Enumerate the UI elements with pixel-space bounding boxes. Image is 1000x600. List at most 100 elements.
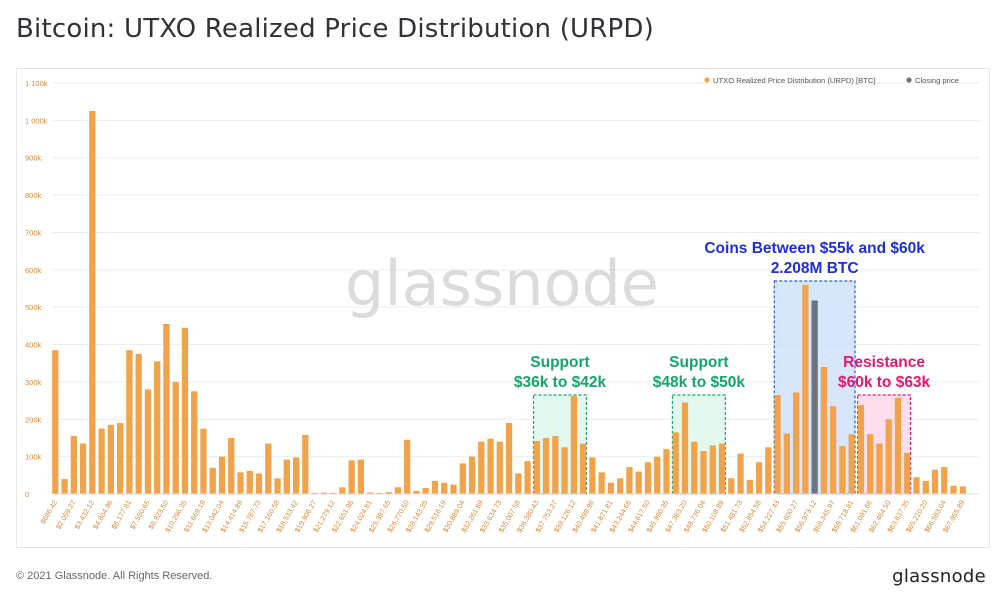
urpd-bar bbox=[191, 391, 198, 494]
urpd-bar bbox=[487, 438, 494, 494]
urpd-bar bbox=[311, 492, 318, 494]
chart-frame: glassnode 0 100k 200k 300k 400k 500k 600k 700k 8… bbox=[16, 68, 990, 548]
urpd-bar bbox=[431, 480, 439, 494]
urpd-bar bbox=[200, 428, 207, 494]
urpd-bar bbox=[533, 440, 540, 494]
urpd-bar bbox=[450, 484, 457, 494]
annotation-label-support-48-50: $48k to $50k bbox=[653, 374, 746, 391]
urpd-bar bbox=[728, 478, 735, 494]
annotation-label-coins-55-60: Coins Between $55k and $60k bbox=[704, 240, 925, 257]
urpd-bar bbox=[617, 478, 624, 494]
annotation-label-support-36-42: Support bbox=[530, 354, 589, 371]
urpd-bar bbox=[367, 492, 374, 494]
urpd-bar bbox=[876, 443, 883, 494]
annotation-label-support-36-42: $36k to $42k bbox=[514, 374, 607, 391]
urpd-bar bbox=[700, 451, 707, 494]
urpd-bar bbox=[894, 397, 902, 494]
urpd-bar bbox=[783, 433, 790, 494]
urpd-bar bbox=[468, 456, 476, 494]
urpd-bar bbox=[357, 459, 365, 494]
legend: UTXO Realized Price Distribution (URPD) … bbox=[704, 76, 959, 85]
urpd-bar bbox=[246, 470, 253, 494]
y-tick-label: 1 100k bbox=[25, 79, 48, 88]
y-tick-label: 300k bbox=[25, 378, 42, 387]
urpd-bar bbox=[755, 462, 763, 494]
annotation-label-support-48-50: Support bbox=[669, 354, 728, 371]
urpd-bar bbox=[385, 492, 392, 494]
urpd-bar bbox=[117, 423, 124, 494]
urpd-bar bbox=[959, 486, 966, 494]
urpd-bar bbox=[274, 478, 281, 494]
closing-price-bar bbox=[811, 300, 818, 494]
urpd-bar bbox=[394, 487, 402, 494]
urpd-bar bbox=[746, 479, 753, 494]
urpd-bar bbox=[218, 456, 226, 494]
urpd-bar bbox=[52, 350, 59, 494]
urpd-bar bbox=[413, 491, 420, 494]
footer-brand-logo: glassnode bbox=[892, 566, 986, 587]
annotation-box-resistance-60-63 bbox=[857, 394, 912, 495]
urpd-bar bbox=[709, 445, 716, 494]
urpd-bar bbox=[79, 443, 87, 494]
footer-copyright: © 2021 Glassnode. All Rights Reserved. bbox=[16, 570, 213, 582]
urpd-bar bbox=[228, 437, 235, 494]
urpd-bar bbox=[857, 405, 865, 494]
legend-label: UTXO Realized Price Distribution (URPD) … bbox=[713, 76, 875, 85]
urpd-bar bbox=[459, 463, 466, 494]
urpd-bar bbox=[283, 459, 290, 494]
urpd-bar bbox=[478, 441, 485, 494]
urpd-bar bbox=[496, 441, 503, 494]
y-tick-label: 400k bbox=[25, 341, 42, 350]
urpd-bar bbox=[135, 353, 142, 494]
urpd-bar bbox=[329, 492, 337, 494]
urpd-bar bbox=[348, 460, 355, 494]
urpd-bar bbox=[339, 487, 346, 494]
urpd-bar bbox=[292, 457, 300, 494]
urpd-bar bbox=[931, 469, 939, 494]
urpd-bar bbox=[654, 456, 661, 494]
urpd-bar bbox=[598, 472, 605, 494]
urpd-bar bbox=[376, 492, 383, 494]
y-tick-label: 0 bbox=[25, 490, 29, 499]
urpd-bar bbox=[172, 381, 179, 494]
urpd-bar bbox=[98, 428, 105, 494]
urpd-bar bbox=[792, 392, 800, 494]
legend-label: Closing price bbox=[915, 76, 959, 85]
urpd-bar bbox=[885, 419, 892, 494]
urpd-bar bbox=[691, 441, 698, 494]
urpd-bar bbox=[144, 389, 152, 494]
urpd-bar bbox=[737, 453, 744, 494]
urpd-chart: glassnode 0 100k 200k 300k 400k 500k 600k 700k 8… bbox=[25, 76, 979, 534]
urpd-bar bbox=[830, 406, 837, 494]
y-tick-label: 1 000k bbox=[25, 116, 48, 125]
urpd-bar bbox=[635, 471, 642, 494]
urpd-bar bbox=[154, 361, 161, 494]
urpd-bar bbox=[802, 284, 809, 494]
urpd-bar bbox=[89, 111, 96, 494]
y-tick-label: 800k bbox=[25, 191, 42, 200]
y-tick-label: 900k bbox=[25, 154, 42, 163]
legend-marker bbox=[704, 77, 710, 83]
urpd-bar bbox=[107, 424, 115, 494]
annotation-box-support-48-50 bbox=[671, 394, 726, 495]
annotation-label-resistance-60-63: $60k to $63k bbox=[838, 374, 931, 391]
annotation-label-coins-55-60: 2.208M BTC bbox=[771, 260, 859, 277]
urpd-bar bbox=[561, 447, 568, 494]
urpd-bar bbox=[524, 461, 531, 494]
urpd-bar bbox=[922, 480, 929, 494]
urpd-bar bbox=[681, 402, 689, 494]
grid-layer bbox=[53, 82, 979, 495]
urpd-bar bbox=[237, 472, 244, 494]
urpd-bar bbox=[607, 482, 615, 494]
urpd-bar bbox=[515, 473, 522, 494]
urpd-bar bbox=[542, 437, 550, 494]
watermark: glassnode bbox=[345, 247, 659, 320]
urpd-bar bbox=[589, 457, 596, 494]
urpd-bar bbox=[950, 485, 957, 494]
y-tick-label: 200k bbox=[25, 415, 42, 424]
urpd-bar bbox=[941, 467, 948, 494]
urpd-bar bbox=[163, 323, 170, 494]
urpd-bar bbox=[209, 467, 216, 494]
urpd-bar bbox=[820, 366, 828, 494]
urpd-bar bbox=[644, 462, 652, 494]
